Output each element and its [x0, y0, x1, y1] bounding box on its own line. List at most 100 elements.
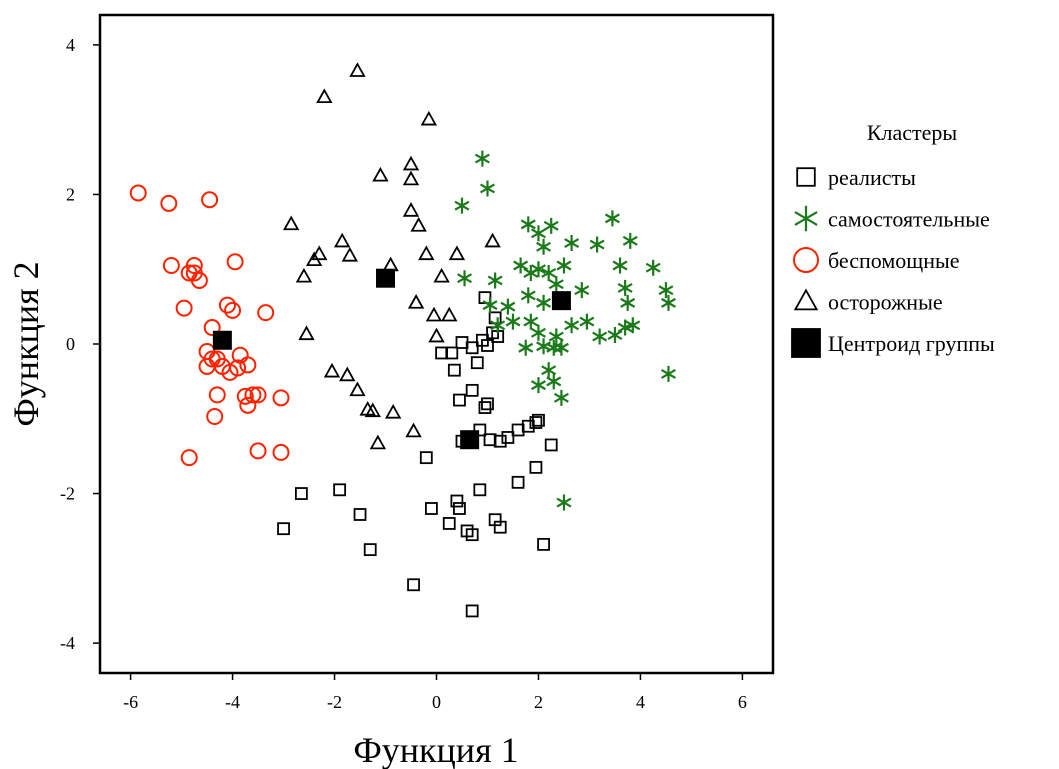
data-point-triangle [484, 232, 501, 248]
legend-title: Кластеры [867, 120, 958, 145]
centroid-point [551, 291, 571, 311]
data-point-triangle [298, 325, 315, 341]
data-point-triangle [402, 202, 420, 217]
data-point-circle [239, 356, 257, 374]
legend-marker-filled-square [791, 328, 821, 358]
data-point-triangle [418, 245, 435, 261]
data-point-star [612, 257, 628, 274]
x-axis-title: Функция 1 [353, 730, 518, 769]
data-point-star [617, 319, 633, 336]
data-point-star [604, 210, 620, 227]
data-point-square [529, 460, 543, 474]
data-point-square [493, 520, 507, 534]
data-point-square [532, 413, 545, 427]
data-point-triangle [349, 62, 366, 77]
centroid-point [376, 268, 396, 288]
data-point-triangle [311, 245, 328, 261]
centroid-point [212, 330, 232, 350]
data-point-square [450, 494, 464, 508]
x-tick-label: -2 [327, 692, 342, 712]
data-point-square [445, 346, 459, 360]
legend-item-label: Центроид группы [828, 331, 995, 356]
legend-marker-star [794, 205, 818, 232]
data-point-star [645, 259, 661, 276]
y-tick-label: 2 [66, 184, 75, 204]
data-point-circle [129, 184, 147, 202]
data-point-circle [257, 304, 275, 322]
data-point-star [564, 317, 580, 334]
x-tick-label: 4 [636, 692, 645, 712]
data-point-square [473, 483, 487, 497]
data-point-circle [236, 387, 254, 405]
data-point-star [513, 257, 529, 274]
y-tick-label: -2 [60, 484, 75, 504]
data-point-triangle [339, 366, 356, 382]
data-point-star [536, 238, 552, 255]
data-point-star [500, 298, 516, 315]
data-point-square [481, 397, 494, 411]
data-point-triangle [433, 267, 450, 283]
data-point-square [473, 423, 487, 437]
data-point-triangle [410, 217, 427, 232]
data-point-star [607, 327, 623, 344]
data-point-triangle [402, 155, 420, 171]
data-point-circle [272, 389, 290, 407]
data-point-square [465, 528, 479, 542]
legend-marker-circle [793, 247, 819, 273]
data-point-square [442, 517, 456, 530]
data-point-square [277, 522, 290, 536]
data-point-star [589, 236, 605, 253]
data-point-star [658, 282, 674, 299]
data-point-circle [229, 359, 247, 377]
x-tick-label: 0 [432, 692, 441, 712]
legend-item-label: осторожные [828, 290, 943, 315]
data-point-square [363, 543, 377, 557]
data-point-star [523, 313, 539, 330]
data-point-star [482, 297, 498, 314]
data-point-square [537, 537, 550, 551]
plot-area-frame [98, 13, 775, 675]
data-point-triangle [341, 246, 359, 262]
y-axis-title: Функция 2 [6, 261, 46, 426]
x-tick-label: -6 [123, 692, 138, 712]
data-point-triangle [407, 294, 425, 309]
data-point-triangle [402, 170, 420, 186]
x-tick-label: 2 [534, 692, 543, 712]
data-point-star [480, 180, 495, 197]
data-point-circle [180, 449, 198, 467]
data-point-triangle [428, 327, 445, 343]
data-point-triangle [369, 434, 387, 450]
data-point-star [454, 197, 470, 214]
data-point-star [530, 261, 546, 278]
data-point-triangle [405, 422, 422, 438]
data-point-square [511, 475, 525, 489]
data-point-circle [175, 299, 193, 317]
data-point-star [622, 232, 638, 249]
data-point-circle [244, 386, 262, 404]
data-point-star [541, 362, 557, 379]
data-point-square [407, 578, 420, 592]
data-point-star [579, 313, 595, 330]
data-point-triangle [448, 245, 466, 261]
data-point-circle [162, 256, 180, 274]
data-point-triangle [420, 110, 438, 126]
data-point-star [543, 217, 559, 234]
data-point-star [520, 216, 536, 233]
data-point-star [536, 294, 552, 311]
data-point-square [501, 431, 515, 444]
data-point-square [333, 483, 347, 497]
data-point-star [556, 257, 572, 274]
data-point-star [553, 339, 569, 356]
data-point-star [556, 494, 572, 511]
data-point-triangle [364, 402, 381, 418]
data-point-star [620, 294, 636, 311]
data-point-circle [160, 194, 178, 212]
data-point-square [481, 339, 494, 352]
data-point-triangle [441, 306, 458, 322]
legend-marker-square [796, 167, 816, 187]
x-tick-label: 6 [738, 692, 747, 712]
legend-item-label: самостоятельные [828, 207, 990, 232]
data-point-star [574, 282, 590, 299]
data-point-square [294, 487, 308, 500]
